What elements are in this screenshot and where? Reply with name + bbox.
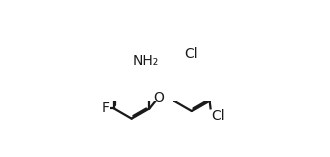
Text: Cl: Cl [185,46,198,60]
Text: F: F [102,101,110,115]
Text: NH₂: NH₂ [133,54,159,68]
Text: O: O [153,91,164,105]
Text: Cl: Cl [211,109,224,123]
